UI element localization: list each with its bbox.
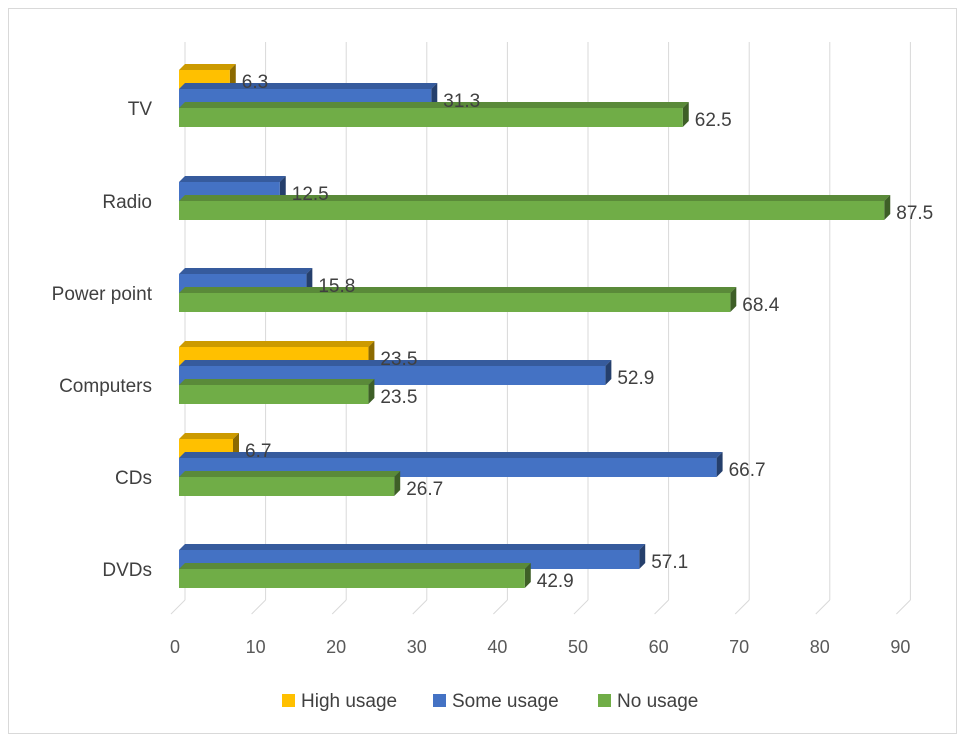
x-tick-label: 40 — [487, 637, 507, 657]
axis-labels: 0 10 20 30 40 50 60 70 80 90 TV Radio Power point Com… — [52, 99, 911, 657]
bar-top — [179, 433, 240, 439]
bar-top — [179, 83, 438, 89]
bar-top — [179, 287, 737, 293]
bar-top — [179, 102, 689, 108]
data-label: 42.9 — [537, 571, 574, 592]
gridline-floor — [734, 599, 750, 615]
gridline-floor — [815, 599, 831, 615]
data-label: 23.5 — [380, 387, 417, 408]
bar-front — [179, 201, 885, 220]
bar — [179, 563, 531, 588]
bar-side — [279, 176, 286, 201]
x-tick-label: 20 — [326, 637, 346, 657]
category-label: TV — [128, 99, 153, 120]
bar-top — [179, 471, 401, 477]
gridlines — [170, 42, 911, 615]
bar-top — [179, 379, 375, 385]
x-tick-label: 30 — [407, 637, 427, 657]
bar-side — [229, 64, 236, 89]
bars — [179, 64, 891, 588]
data-labels: 6.3 31.3 62.5 12.5 87.5 15.8 68.4 23.5 52.9 23.5 6… — [242, 72, 933, 592]
legend-swatch — [433, 694, 446, 707]
bar — [179, 379, 375, 404]
bar-side — [368, 379, 375, 404]
data-label: 52.9 — [617, 368, 654, 389]
data-label: 6.7 — [245, 441, 271, 462]
bar-side — [306, 268, 313, 293]
data-label: 23.5 — [380, 349, 417, 370]
x-tick-label: 50 — [568, 637, 588, 657]
bar-top — [179, 268, 313, 274]
bar-front — [179, 108, 683, 127]
bar-side — [730, 287, 737, 312]
bar-top — [179, 544, 646, 550]
data-label: 66.7 — [729, 460, 766, 481]
x-tick-label: 70 — [729, 637, 749, 657]
data-label: 87.5 — [896, 203, 933, 224]
bar-side — [431, 83, 438, 108]
x-tick-label: 80 — [810, 637, 830, 657]
legend: High usage Some usage No usage — [282, 691, 698, 712]
bar-side — [716, 452, 723, 477]
data-label: 57.1 — [651, 552, 688, 573]
gridline-floor — [412, 599, 428, 615]
category-label: CDs — [115, 468, 152, 489]
bar-side — [368, 341, 375, 366]
bar-top — [179, 360, 612, 366]
bar-front — [179, 293, 731, 312]
bar — [179, 360, 612, 385]
data-label: 68.4 — [742, 295, 779, 316]
bar-front — [179, 477, 395, 496]
category-label: Radio — [102, 192, 152, 213]
legend-label: Some usage — [452, 691, 559, 712]
gridline-floor — [170, 599, 186, 615]
data-label: 15.8 — [318, 276, 355, 297]
bar-top — [179, 64, 236, 70]
x-tick-label: 90 — [890, 637, 910, 657]
bar-front — [179, 569, 525, 588]
legend-swatch — [282, 694, 295, 707]
bar-top — [179, 341, 375, 347]
category-label: DVDs — [102, 560, 152, 581]
data-label: 62.5 — [695, 110, 732, 131]
bar-side — [884, 195, 891, 220]
bar — [179, 102, 689, 127]
bar-front — [179, 385, 369, 404]
bar-side — [524, 563, 531, 588]
x-tick-label: 60 — [649, 637, 669, 657]
x-tick-label: 10 — [246, 637, 266, 657]
bar-top — [179, 452, 723, 458]
gridline-floor — [896, 599, 911, 615]
gridline-floor — [331, 599, 347, 615]
gridline-floor — [251, 599, 266, 615]
data-label: 6.3 — [242, 72, 268, 93]
bar-top — [179, 195, 891, 201]
bar — [179, 287, 737, 312]
gridline-floor — [573, 599, 589, 615]
bar-side — [639, 544, 646, 569]
category-label: Computers — [59, 376, 152, 397]
x-tick-label: 0 — [170, 637, 180, 657]
legend-label: No usage — [617, 691, 698, 712]
gridline-floor — [493, 599, 508, 615]
bar — [179, 195, 891, 220]
bar-side — [605, 360, 612, 385]
bar-side — [682, 102, 689, 127]
category-label: Power point — [52, 284, 153, 305]
bar-side — [394, 471, 401, 496]
bar-side — [233, 433, 240, 458]
data-label: 31.3 — [443, 91, 480, 112]
bar-top — [179, 563, 531, 569]
bar-top — [179, 176, 286, 182]
bar — [179, 471, 401, 496]
legend-swatch — [598, 694, 611, 707]
gridline-floor — [654, 599, 669, 615]
legend-label: High usage — [301, 691, 397, 712]
data-label: 12.5 — [292, 184, 329, 205]
data-label: 26.7 — [406, 479, 443, 500]
